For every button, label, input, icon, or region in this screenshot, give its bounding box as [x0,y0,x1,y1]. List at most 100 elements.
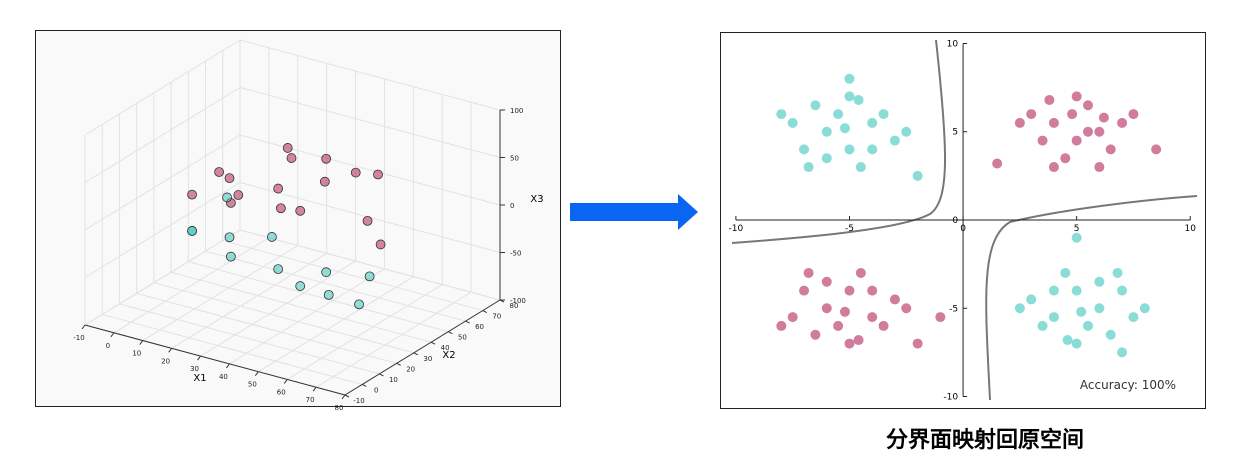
y-tick-label: 50 [458,334,467,342]
y-tick-label: 0 [374,386,378,394]
x-tick-label: -5 [845,224,854,234]
point [912,170,923,181]
point [225,251,236,262]
point [1117,117,1128,128]
point [350,167,361,178]
point [821,303,832,314]
point [1048,117,1059,128]
point [1060,267,1071,278]
point [833,320,844,331]
point [1105,144,1116,155]
point [844,338,855,349]
grid-line [258,276,414,373]
grid-line [286,284,443,380]
tick-mark [379,373,384,377]
tick-mark [448,331,453,335]
point [867,117,878,128]
boundary-curve [731,39,946,244]
point [354,299,364,310]
grid-line [239,229,501,301]
point [839,123,850,134]
point [992,158,1003,169]
point [810,329,821,340]
point [799,285,810,296]
arrow [570,194,698,230]
point [867,312,878,323]
grid-line [84,134,241,231]
point [1094,276,1105,287]
point [1048,312,1059,323]
y-tick-label: 5 [952,128,958,138]
point [787,117,798,128]
grid-line [102,313,363,385]
grid-line [84,39,241,136]
z-axis-label: X3 [530,194,543,205]
tick-mark [465,320,470,324]
boundary-curve [985,195,1198,401]
point [1151,144,1162,155]
x-tick-label: 20 [161,357,170,365]
point [1060,153,1071,164]
point [855,267,866,278]
point [214,167,225,177]
point [187,226,197,236]
point [1067,109,1078,120]
tick-mark [226,363,230,369]
point [273,183,284,194]
point [275,203,286,214]
point [776,109,787,120]
x-tick-label: 0 [960,224,966,234]
y-tick-label: 10 [947,39,959,49]
y-tick-label: 80 [510,302,519,310]
point [233,190,244,200]
point [853,94,864,105]
point [878,109,889,120]
point [833,109,844,120]
point [321,153,332,164]
x-axis-label: X1 [193,373,206,384]
point [821,153,832,164]
tick-mark [312,386,317,392]
point [375,239,386,250]
x-tick-label: -10 [729,224,744,234]
point [1014,117,1025,128]
x-tick-label: 60 [277,388,286,396]
point [821,276,832,287]
x-tick-label: 70 [306,396,315,404]
point [1117,285,1128,296]
point [844,144,855,155]
y-tick-label: 10 [389,376,398,384]
grid-line [170,271,432,343]
point [373,169,383,180]
x-tick-label: 5 [1074,224,1080,234]
point [855,162,866,173]
x-tick-label: -10 [73,334,84,342]
point [1094,126,1105,137]
point [776,320,787,331]
point [799,144,810,155]
tick-mark [283,379,288,384]
point [1105,329,1116,340]
x-tick-label: 10 [1185,224,1197,234]
z-tick-label: -100 [510,297,526,305]
grid-line [171,252,327,349]
tick-mark [139,340,144,345]
point [1112,267,1123,278]
point [224,232,235,243]
point [1098,112,1109,123]
point [844,285,855,296]
point [1048,162,1059,173]
grid-line [84,229,241,326]
y-axis-label: X2 [442,350,455,361]
point [889,294,900,305]
x-tick-label: 0 [106,342,110,350]
y-tick-label: -5 [949,304,958,314]
grid-line [119,303,380,375]
point [286,153,297,163]
point [901,126,912,137]
point [362,215,373,226]
point [1128,109,1139,120]
point [1044,94,1055,105]
tick-mark [197,355,201,361]
